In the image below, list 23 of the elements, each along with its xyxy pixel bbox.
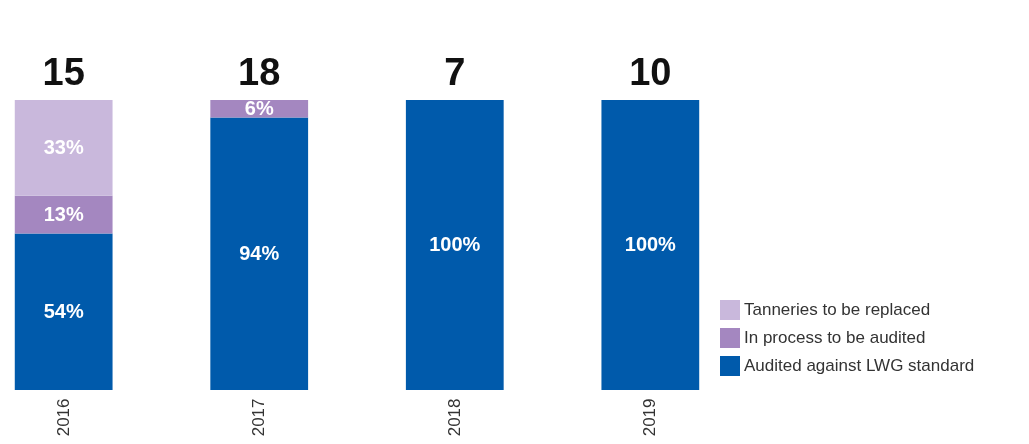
legend-label: In process to be audited <box>744 328 926 347</box>
annotation: 10 <box>629 51 672 93</box>
data-label: 94% <box>239 241 280 264</box>
data-label: 33% <box>43 135 84 158</box>
bar <box>601 100 700 390</box>
x-tick-label: 2018 <box>444 398 464 437</box>
legend-label: Audited against LWG standard <box>744 356 975 375</box>
data-label: 100% <box>624 233 677 255</box>
bar <box>405 100 504 390</box>
data-label: 54% <box>43 299 84 322</box>
legend-label: Tanneries to be replaced <box>744 300 931 319</box>
bar <box>14 233 113 390</box>
data-label: 6% <box>244 96 274 119</box>
x-tick-label: 2016 <box>53 398 73 437</box>
x-tick-label: 2019 <box>640 398 660 437</box>
annotation: 7 <box>444 51 466 93</box>
data-label: 100% <box>429 233 481 255</box>
data-label: 13% <box>43 202 84 225</box>
x-tick-label: 2017 <box>249 398 269 437</box>
bar <box>14 100 113 196</box>
bar <box>210 117 309 390</box>
annotation: 18 <box>238 51 281 93</box>
annotation: 15 <box>42 51 85 93</box>
